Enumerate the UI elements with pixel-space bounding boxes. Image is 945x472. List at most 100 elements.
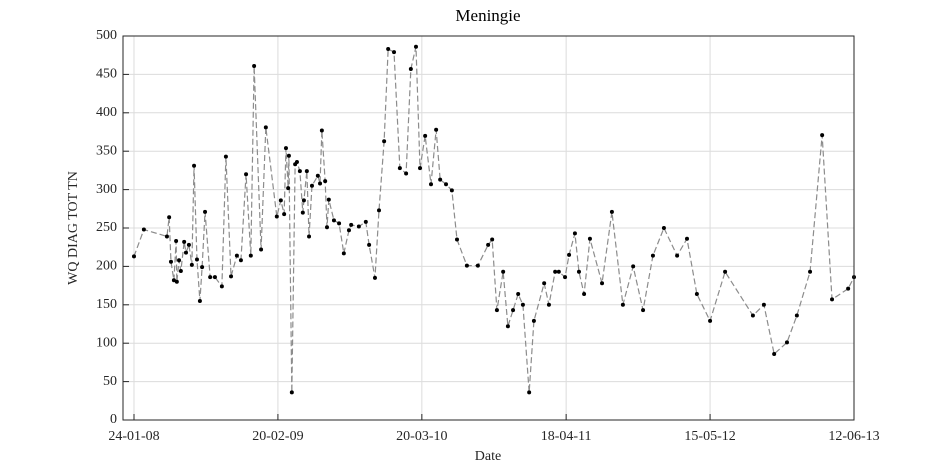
data-point [434,127,439,132]
data-point [444,182,449,187]
data-point [223,154,228,159]
data-point [194,257,199,262]
y-tick-label: 500 [96,28,117,43]
data-point [229,274,234,279]
data-point [186,242,191,247]
data-point [531,318,536,323]
data-point [413,44,418,49]
data-point [244,172,249,177]
data-point [203,209,208,214]
data-point [192,163,197,168]
data-point [304,169,309,174]
x-axis-label: Date [475,449,501,464]
y-tick-label: 400 [96,105,117,120]
y-axis-label: WQ DIAG TOT TN [66,171,81,285]
data-point [572,231,577,236]
y-tick-label: 300 [96,182,117,197]
x-tick-label: 18-04-11 [541,429,592,444]
data-point [363,219,368,224]
data-point [527,390,532,395]
data-point [248,253,253,258]
data-point [520,302,525,307]
data-point [286,153,291,158]
data-point [505,324,510,329]
data-point [174,279,179,284]
data-point [341,251,346,256]
x-tick-label: 20-02-09 [252,429,303,444]
x-tick-label: 20-03-10 [396,429,447,444]
y-tick-label: 0 [110,412,117,427]
data-point [197,298,202,303]
data-point [319,128,324,133]
data-point [164,234,169,239]
y-tick-label: 250 [96,220,117,235]
data-point [234,253,239,258]
y-tick-label: 350 [96,143,117,158]
data-point [331,218,336,223]
data-point [650,253,655,258]
data-point [337,221,342,226]
data-point [182,239,187,244]
data-point [382,139,387,144]
data-point [475,263,480,268]
data-point [501,269,506,274]
data-point [723,269,728,274]
data-point [556,269,561,274]
y-tick-label: 200 [96,259,117,274]
y-tick-label: 150 [96,297,117,312]
data-point [349,222,354,227]
data-point [208,275,213,280]
data-point [324,225,329,230]
data-point [286,186,291,191]
data-point [808,269,813,274]
plot-area [131,44,856,395]
data-point [684,236,689,241]
data-point [820,133,825,138]
data-point [563,275,568,280]
data-point [315,173,320,178]
data-point [397,166,402,171]
data-point [661,226,666,230]
data-point [178,269,183,274]
data-point [177,258,182,263]
data-point [546,302,551,307]
data-point [171,278,176,283]
data-point [307,234,312,239]
data-point [200,265,205,270]
data-point [386,47,391,52]
data-point [486,242,491,247]
data-point [587,236,592,241]
data-point [846,286,851,291]
data-point [830,297,835,302]
data-point [289,390,294,395]
data-point [620,302,625,307]
data-point [372,275,377,280]
data-point [174,239,179,244]
data-point [511,308,516,313]
data-point [429,182,434,187]
data-point [219,284,224,289]
data-point [131,254,136,259]
data-point [376,208,381,213]
data-point [326,197,331,202]
data-point [294,159,299,164]
data-point [576,269,581,274]
data-point [141,227,146,232]
data-point [212,275,217,280]
data-point [183,250,188,255]
data-point [323,179,328,184]
data-point [750,313,755,318]
x-tick-label: 15-05-12 [684,429,735,444]
data-point [675,253,680,258]
data-point [794,313,799,318]
data-point [516,292,521,297]
data-point [301,198,306,203]
data-point [252,63,257,68]
x-tick-label: 24-01-08 [108,429,159,444]
data-point [408,67,413,72]
data-point [772,351,777,356]
data-point [600,281,605,286]
data-point [708,318,713,323]
